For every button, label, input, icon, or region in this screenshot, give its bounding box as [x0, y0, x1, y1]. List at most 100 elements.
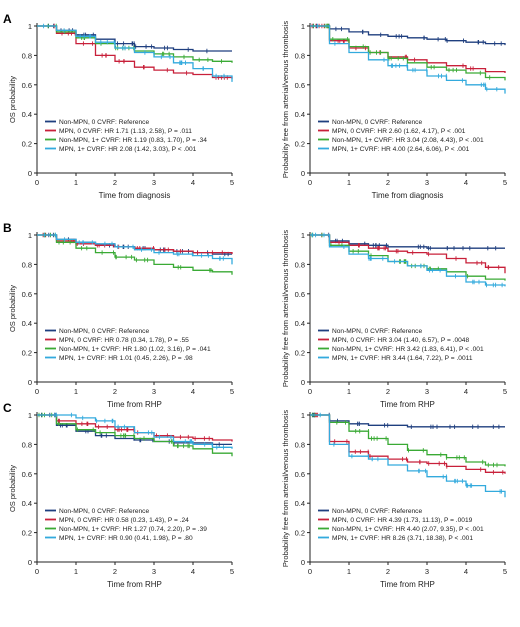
legend-entry: Non-MPN, 1+ CVRF: HR 1.80 (1.02, 3.16), … [59, 346, 211, 353]
x-tick-label: 2 [113, 178, 117, 187]
x-tick-label: 2 [113, 387, 117, 396]
legend-entry: Non-MPN, 0 CVRF: Reference [59, 119, 149, 126]
censor-marks [48, 23, 208, 54]
y-tick-label: 1 [301, 22, 305, 31]
censor-marks [311, 412, 498, 468]
legend-entry: MPN, 1+ CVRF: HR 8.26 (3.71, 18.38), P <… [332, 535, 473, 542]
y-tick-label: 0.6 [295, 81, 305, 90]
legend-entry: MPN, 0 CVRF: HR 2.60 (1.62, 4.17), P < .… [332, 128, 466, 135]
km-curve-mpn-0 [37, 234, 233, 255]
x-tick-label: 5 [230, 567, 234, 576]
censor-marks [38, 412, 190, 449]
censor-marks [335, 238, 497, 251]
y-tick-label: 0 [301, 169, 305, 178]
censor-marks [319, 412, 502, 494]
x-tick-label: 1 [74, 178, 78, 187]
x-tick-label: 1 [74, 567, 78, 576]
x-tick-label: 3 [152, 387, 156, 396]
legend-entry: MPN, 1+ CVRF: HR 3.44 (1.64, 7.22), P = … [332, 355, 473, 362]
x-tick-label: 3 [152, 178, 156, 187]
legend-entry: Non-MPN, 1+ CVRF: HR 3.04 (2.08, 4.43), … [332, 137, 484, 144]
legend-entry: MPN, 0 CVRF: HR 0.78 (0.34, 1.78), P = .… [59, 337, 189, 344]
y-tick-label: 0.8 [295, 260, 305, 269]
km-curve-mpn-1 [310, 25, 506, 94]
y-axis-label: Probability free from arterial/venous th… [281, 410, 290, 567]
x-tick-label: 4 [464, 387, 468, 396]
y-axis-label: Probability free from arterial/venous th… [281, 230, 290, 387]
km-curve-non-mpn-1 [37, 414, 233, 457]
km-curve-mpn-1 [310, 414, 506, 498]
y-tick-label: 0.2 [295, 529, 305, 538]
y-tick-label: 0.8 [295, 440, 305, 449]
y-axis-label: OS probability [8, 76, 17, 123]
x-tick-label: 3 [152, 567, 156, 576]
x-tick-label: 4 [191, 178, 195, 187]
x-axis-label: Time from RHP [107, 580, 162, 589]
x-tick-label: 5 [503, 567, 507, 576]
y-tick-label: 0.2 [22, 140, 32, 149]
y-axis-label: Probability free from arterial/venous th… [281, 21, 290, 178]
x-tick-label: 1 [347, 387, 351, 396]
y-tick-label: 0.2 [295, 349, 305, 358]
x-tick-label: 2 [113, 567, 117, 576]
x-tick-label: 5 [230, 387, 234, 396]
km-curve-non-mpn-0 [310, 25, 506, 46]
censor-marks [43, 23, 225, 79]
y-tick-label: 0.2 [22, 529, 32, 538]
y-tick-label: 0.6 [295, 470, 305, 479]
legend-entry: MPN, 1+ CVRF: HR 2.08 (1.42, 3.03), P < … [59, 146, 197, 153]
y-tick-label: 0.4 [22, 110, 32, 119]
legend-entry: Non-MPN, 1+ CVRF: HR 3.42 (1.83, 6.41), … [332, 346, 484, 353]
x-tick-label: 0 [308, 387, 312, 396]
y-tick-label: 1 [28, 231, 32, 240]
y-tick-label: 0 [301, 558, 305, 567]
km-curve-non-mpn-1 [310, 25, 506, 81]
censor-marks [312, 232, 503, 288]
censor-marks [54, 412, 224, 450]
x-axis-label: Time from RHP [107, 400, 162, 409]
x-tick-label: 2 [386, 178, 390, 187]
legend-entry: Non-MPN, 1+ CVRF: HR 1.27 (0.74, 2.20), … [59, 526, 207, 533]
x-axis-label: Time from RHP [380, 580, 435, 589]
x-tick-label: 4 [191, 387, 195, 396]
legend-entry: MPN, 1+ CVRF: HR 1.01 (0.45, 2.26), P = … [59, 355, 193, 362]
y-tick-label: 0 [28, 558, 32, 567]
x-tick-label: 4 [464, 567, 468, 576]
y-tick-label: 0.6 [295, 290, 305, 299]
y-tick-label: 0.8 [22, 51, 32, 60]
x-tick-label: 3 [425, 567, 429, 576]
y-tick-label: 0.8 [22, 440, 32, 449]
km-curve-mpn-1 [37, 25, 233, 82]
censor-marks [317, 23, 498, 92]
y-axis-label: OS probability [8, 285, 17, 332]
x-tick-label: 0 [35, 178, 39, 187]
legend-entry: Non-MPN, 1+ CVRF: HR 4.40 (2.07, 9.35), … [332, 526, 484, 533]
y-tick-label: 0.6 [22, 290, 32, 299]
legend-entry: Non-MPN, 0 CVRF: Reference [332, 119, 422, 126]
censor-marks [44, 232, 224, 261]
censor-marks [313, 23, 491, 80]
y-tick-label: 0.4 [295, 110, 305, 119]
y-tick-label: 0.6 [22, 81, 32, 90]
y-tick-label: 0.8 [22, 260, 32, 269]
y-tick-label: 1 [28, 22, 32, 31]
legend-entry: MPN, 0 CVRF: HR 0.58 (0.23, 1.43), P = .… [59, 517, 189, 524]
censor-marks [321, 232, 500, 270]
km-curve-non-mpn-1 [310, 414, 506, 467]
y-tick-label: 0.4 [295, 499, 305, 508]
legend-entry: MPN, 0 CVRF: HR 4.39 (1.73, 11.13), P = … [332, 517, 473, 524]
x-tick-label: 4 [191, 567, 195, 576]
panel-letter: B [3, 221, 12, 235]
x-tick-label: 1 [74, 387, 78, 396]
x-tick-label: 0 [308, 178, 312, 187]
x-tick-label: 3 [425, 387, 429, 396]
x-tick-label: 2 [386, 567, 390, 576]
x-tick-label: 5 [503, 387, 507, 396]
legend-entry: MPN, 1+ CVRF: HR 4.00 (2.64, 6.06), P < … [332, 146, 470, 153]
x-tick-label: 5 [230, 178, 234, 187]
legend-entry: MPN, 0 CVRF: HR 1.71 (1.13, 2.58), P = .… [59, 128, 192, 135]
y-axis-label: OS probability [8, 465, 17, 512]
y-tick-label: 0 [28, 169, 32, 178]
legend-entry: Non-MPN, 1+ CVRF: HR 1.19 (0.83, 1.70), … [59, 137, 207, 144]
y-tick-label: 0 [301, 378, 305, 387]
